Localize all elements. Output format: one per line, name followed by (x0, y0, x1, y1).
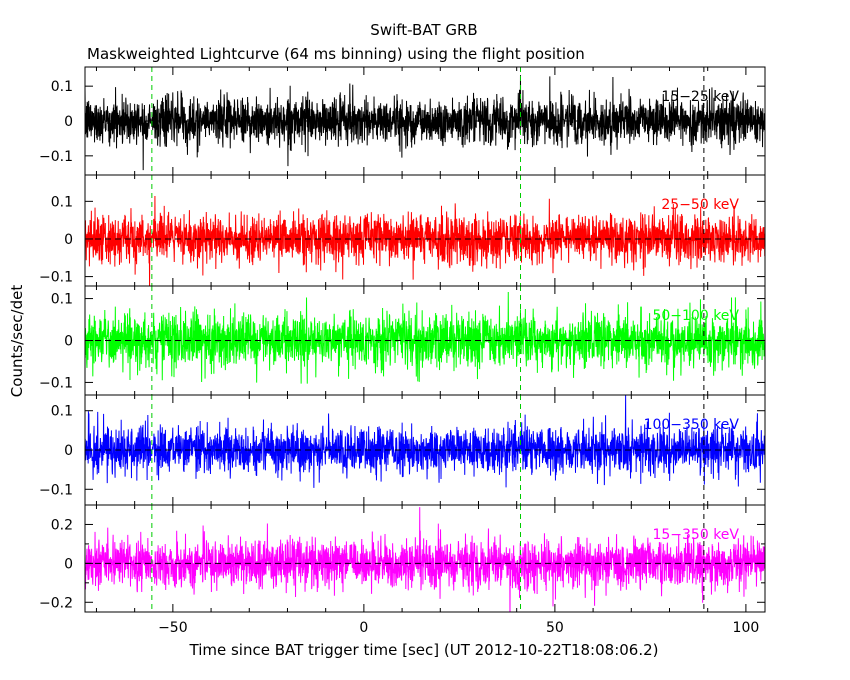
chart-subtitle: Maskweighted Lightcurve (64 ms binning) … (87, 45, 585, 63)
chart-title: Swift-BAT GRB (370, 21, 477, 39)
panel-frame (84, 504, 766, 613)
series-line-5 (85, 507, 765, 612)
series-line-4 (85, 395, 765, 488)
panel-1: 0.1 0 −0.1 15−25 keV (39, 66, 766, 176)
y-tick-label: 0.1 (51, 292, 73, 308)
series-label: 100−350 keV (644, 417, 740, 433)
y-tick-label: −0.1 (39, 149, 73, 165)
series-label: 15−350 keV (652, 527, 739, 543)
x-tick-label: 100 (733, 620, 760, 636)
y-tick-label: 0 (64, 232, 73, 248)
panel-4: 0.1 0 −0.1 100−350 keV (39, 394, 766, 506)
panel-5: 0.2 0 −0.2 15−350 keV (39, 504, 766, 613)
series-line-1 (85, 75, 765, 171)
y-tick-label: 0.1 (51, 194, 73, 210)
series-line-2 (85, 196, 765, 286)
panel-3: 0.1 0 −0.1 50−100 keV (39, 285, 766, 396)
series-label: 50−100 keV (652, 308, 739, 324)
y-tick-label: 0 (64, 556, 73, 572)
x-tick-label: 0 (359, 620, 368, 636)
y-tick-label: 0 (64, 443, 73, 459)
y-axis-label: Counts/sec/det (8, 285, 26, 398)
y-tick-label: 0.2 (51, 517, 73, 533)
series-label: 25−50 keV (661, 197, 739, 213)
y-tick-label: 0.1 (51, 79, 73, 95)
y-tick-label: 0 (64, 114, 73, 130)
series-line-3 (85, 291, 765, 384)
y-tick-label: −0.2 (39, 595, 73, 611)
series-label: 15−25 keV (661, 89, 739, 105)
y-tick-label: 0.1 (51, 404, 73, 420)
x-axis-label: Time since BAT trigger time [sec] (UT 20… (189, 641, 659, 659)
panel-2: 0.1 0 −0.1 25−50 keV (39, 174, 766, 287)
y-tick-label: −0.1 (39, 482, 73, 498)
y-tick-label: 0 (64, 334, 73, 350)
y-tick-label: −0.1 (39, 375, 73, 391)
x-tick-label: 50 (546, 620, 564, 636)
x-tick-label: −50 (158, 620, 188, 636)
x-tick-labels: −50 0 50 100 (158, 620, 759, 636)
y-tick-label: −0.1 (39, 270, 73, 286)
panels-group: 0.1 0 −0.1 15−25 keV 0.1 0 −0.1 25−50 keV 0.1 0 −0… (39, 66, 766, 613)
